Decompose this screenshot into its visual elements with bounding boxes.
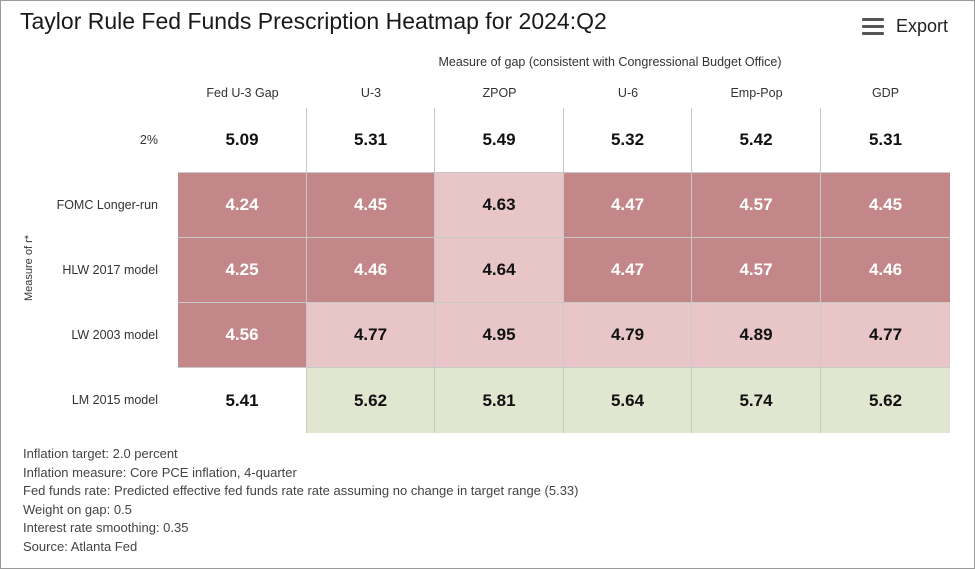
- export-label[interactable]: Export: [896, 16, 949, 36]
- heatmap-cell: 4.79: [564, 303, 692, 368]
- footnote-line: Fed funds rate: Predicted effective fed …: [23, 483, 579, 498]
- heatmap-cell: 5.64: [564, 368, 692, 433]
- heatmap-cell: 4.57: [692, 173, 821, 238]
- heatmap-cell: 5.31: [821, 108, 950, 173]
- heatmap-cell: 4.57: [692, 238, 821, 303]
- heatmap-cell: 4.45: [307, 173, 435, 238]
- heatmap-cell: 4.45: [821, 173, 950, 238]
- heatmap-cell: 5.74: [692, 368, 821, 433]
- heatmap-cell: 4.46: [821, 238, 950, 303]
- row-header: 2%: [139, 132, 158, 147]
- heatmap-cell: 4.63: [435, 173, 564, 238]
- row-header: LM 2015 model: [71, 392, 158, 407]
- heatmap-cell: 5.62: [307, 368, 435, 433]
- footnote-line: Inflation measure: Core PCE inflation, 4…: [23, 464, 297, 480]
- heatmap-cell: 5.62: [821, 368, 950, 433]
- column-header: GDP: [871, 86, 900, 100]
- footnote-line: Inflation target: 2.0 percent: [23, 446, 178, 461]
- chart-title: Taylor Rule Fed Funds Prescription Heatm…: [20, 8, 607, 34]
- heatmap-grid: 5.09 5.31 5.49 5.32 5.42 5.31 4.24 4.45 4.63 4.47…: [178, 108, 950, 433]
- footnote-line: Interest rate smoothing: 0.35: [23, 520, 189, 535]
- heatmap-cell: 4.24: [178, 173, 307, 238]
- heatmap-cell: 5.31: [307, 108, 435, 173]
- heatmap-cell: 4.25: [178, 238, 307, 303]
- column-header: Emp-Pop: [730, 86, 783, 100]
- heatmap-cell: 5.81: [435, 368, 564, 433]
- heatmap-cell: 4.89: [692, 303, 821, 368]
- heatmap-cell: 5.32: [564, 108, 692, 173]
- export-button[interactable]: Export: [862, 16, 948, 37]
- heatmap-cell: 5.09: [178, 108, 307, 173]
- row-header: LW 2003 model: [71, 327, 158, 342]
- heatmap-cell: 4.46: [307, 238, 435, 303]
- heatmap-cell: 4.56: [178, 303, 307, 368]
- heatmap-cell: 4.77: [307, 303, 435, 368]
- heatmap-cell: 4.64: [435, 238, 564, 303]
- footnote-line: Source: Atlanta Fed: [23, 538, 138, 554]
- column-header: U-6: [617, 86, 639, 100]
- x-axis-title: Measure of gap (consistent with Congress…: [438, 55, 782, 69]
- heatmap-cell: 5.41: [178, 368, 307, 433]
- footnotes: Inflation target: 2.0 percent Inflation m…: [23, 445, 578, 556]
- row-header: FOMC Longer-run: [56, 197, 158, 212]
- heatmap-cell: 5.42: [692, 108, 821, 173]
- column-header: U-3: [360, 86, 382, 100]
- heatmap-cell: 4.95: [435, 303, 564, 368]
- row-header: HLW 2017 model: [62, 262, 158, 277]
- heatmap-cell: 4.47: [564, 238, 692, 303]
- footnote-line: Weight on gap: 0.5: [23, 501, 132, 517]
- heatmap-cell: 4.77: [821, 303, 950, 368]
- heatmap-cell: 5.49: [435, 108, 564, 173]
- column-header: Fed U-3 Gap: [206, 86, 279, 100]
- hamburger-menu-icon[interactable]: [862, 18, 884, 35]
- heatmap-cell: 4.47: [564, 173, 692, 238]
- column-header: ZPOP: [482, 86, 517, 100]
